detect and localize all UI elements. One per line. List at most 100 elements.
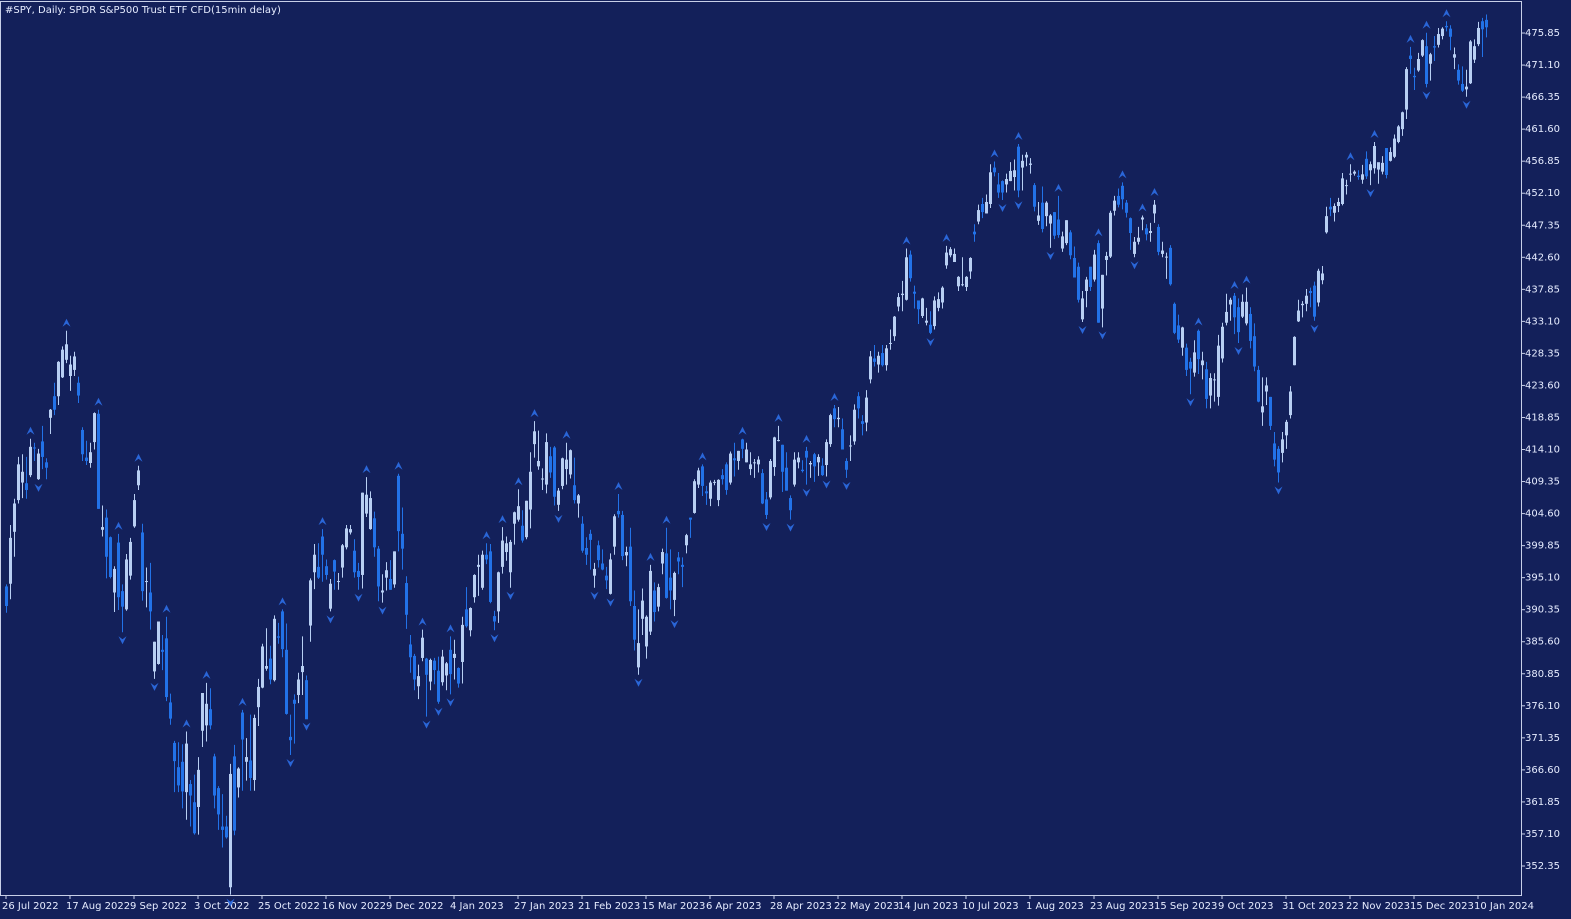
candle-body <box>1065 220 1068 244</box>
fractal-down <box>802 488 811 497</box>
candle-body <box>1157 226 1160 252</box>
candle-body <box>613 516 616 547</box>
fractal-up <box>774 413 783 422</box>
candle-body <box>157 621 160 664</box>
candle-body <box>1201 360 1204 366</box>
candle-body <box>1001 181 1004 193</box>
candle-body <box>413 655 416 680</box>
candle-body <box>469 608 472 631</box>
candle-body <box>45 462 48 468</box>
candle-body <box>781 444 784 472</box>
candle-body <box>1381 162 1384 172</box>
candle-body <box>37 453 40 480</box>
candle-body <box>197 769 200 807</box>
candle-body <box>1117 195 1120 205</box>
candle-body <box>1377 162 1380 170</box>
candle-body <box>1165 256 1168 258</box>
candle-body <box>253 717 256 781</box>
y-tick-label: 428.35 <box>1525 348 1560 359</box>
candle-body <box>97 413 100 509</box>
candle-body <box>957 276 960 287</box>
fractal-down <box>490 634 499 643</box>
x-tick-label: 28 Apr 2023 <box>770 901 832 912</box>
x-tick-label: 15 Mar 2023 <box>642 901 705 912</box>
y-tick-label: 366.60 <box>1525 765 1560 776</box>
candle-body <box>585 547 588 555</box>
candle-body <box>629 546 632 602</box>
candle-body <box>265 666 268 669</box>
candle-body <box>125 559 128 610</box>
x-tick-label: 3 Oct 2022 <box>194 901 249 912</box>
candle-body <box>249 760 252 778</box>
fractal-down <box>1098 331 1107 340</box>
fractal-up <box>1138 203 1147 212</box>
candle-body <box>453 653 456 658</box>
candle-body <box>437 670 440 702</box>
candle-body <box>141 532 144 592</box>
candle-body <box>521 525 524 541</box>
fractal-down <box>506 591 515 600</box>
candle-body <box>1297 310 1300 322</box>
fractal-down <box>150 682 159 691</box>
candle-body <box>349 529 352 533</box>
candle-body <box>805 450 808 458</box>
candle-body <box>917 300 920 310</box>
x-tick-label: 25 Oct 2022 <box>258 901 320 912</box>
y-tick-label: 395.10 <box>1525 573 1560 584</box>
candle-body <box>1109 212 1112 257</box>
candle-body <box>633 605 636 640</box>
candle-body <box>697 470 700 485</box>
candle-body <box>177 767 180 786</box>
candle-body <box>1113 200 1116 211</box>
candle-body <box>1409 55 1412 59</box>
x-tick-label: 1 Aug 2023 <box>1026 901 1084 912</box>
candle-body <box>429 659 432 682</box>
candle-body <box>785 467 788 491</box>
candle-body <box>85 457 88 461</box>
candle-body <box>1025 154 1028 158</box>
fractal-up <box>94 397 103 406</box>
fractal-down <box>786 523 795 532</box>
candle-body <box>1125 202 1128 213</box>
candle-body <box>709 482 712 499</box>
candle-body <box>345 528 348 548</box>
candle-body <box>801 469 804 472</box>
fractal-up <box>134 453 143 462</box>
candle-body <box>1233 295 1236 318</box>
candle-body <box>925 320 928 323</box>
x-tick-label: 9 Dec 2022 <box>386 901 444 912</box>
candle-body <box>1273 443 1276 460</box>
candle-body <box>1449 28 1452 37</box>
candle-body <box>1385 148 1388 176</box>
candle-body <box>641 600 644 619</box>
candle-body <box>837 417 840 420</box>
candle-body <box>845 460 848 470</box>
candle-body <box>665 553 668 598</box>
candle-body <box>533 431 536 445</box>
fractal-up <box>990 149 999 158</box>
fractal-up <box>902 236 911 245</box>
fractal-down <box>606 598 615 607</box>
candle-body <box>541 478 544 480</box>
candle-body <box>645 616 648 647</box>
candle-body <box>421 637 424 658</box>
fractal-up <box>162 604 171 613</box>
fractal-up <box>1118 170 1127 179</box>
candle-body <box>1217 345 1220 397</box>
candle-body <box>1153 204 1156 214</box>
candle-body <box>901 293 904 296</box>
candle-body <box>733 458 736 461</box>
x-tick-label: 4 Jan 2023 <box>450 901 504 912</box>
candle-body <box>1481 21 1484 30</box>
candle-body <box>949 249 952 256</box>
candle-body <box>293 699 296 704</box>
candle-body <box>149 592 152 612</box>
y-tick-label: 466.35 <box>1525 92 1560 103</box>
candle-body <box>1177 325 1180 340</box>
candle-body <box>1073 257 1076 278</box>
candle-body <box>325 566 328 575</box>
candle-body <box>425 658 428 675</box>
fractal-up <box>446 624 455 633</box>
fractal-up <box>394 461 403 470</box>
